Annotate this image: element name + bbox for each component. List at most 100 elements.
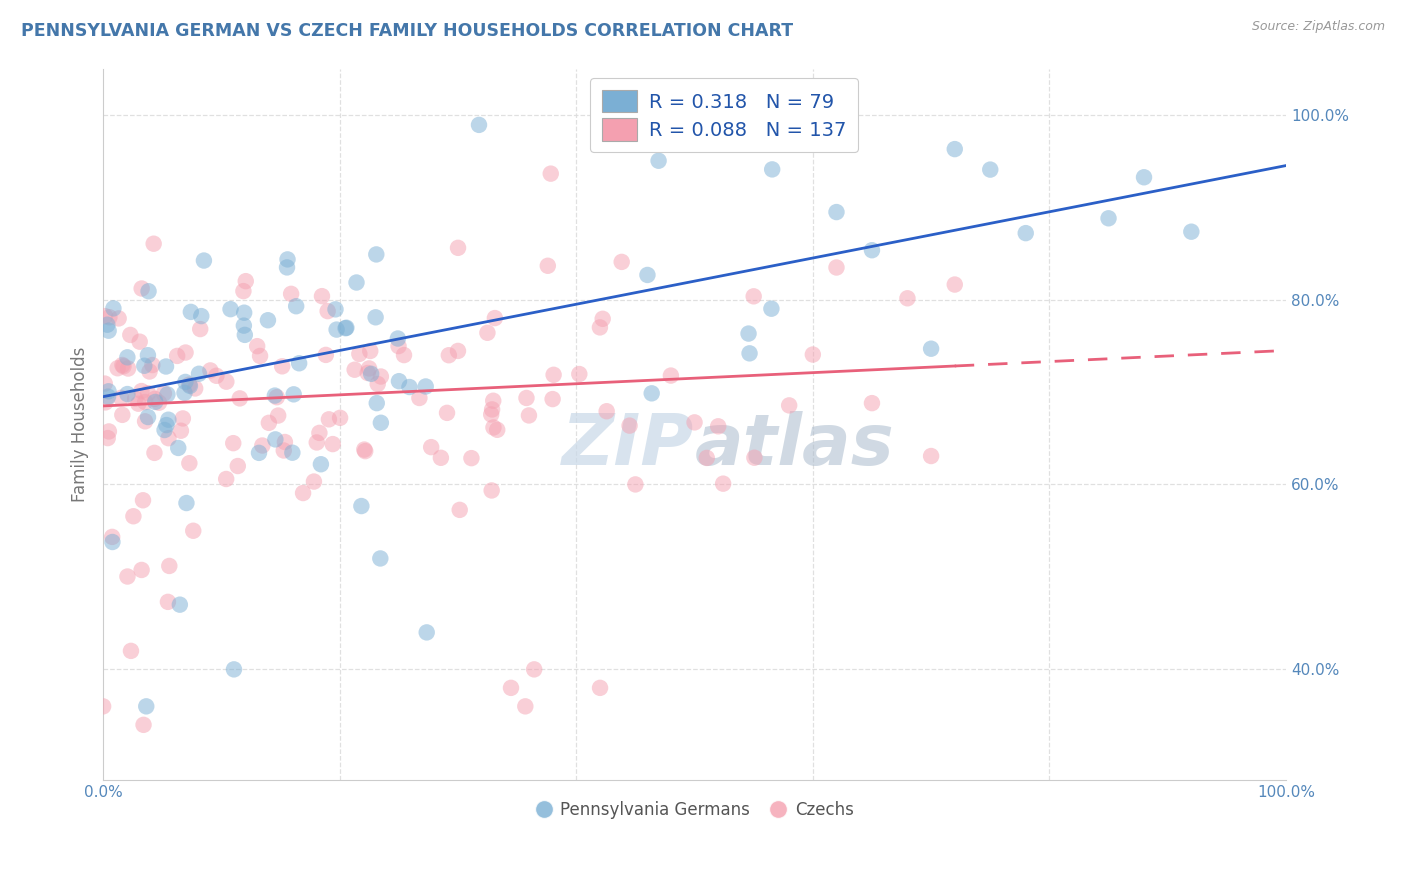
Point	[367, 376, 389, 391]
Point	[176, 496, 198, 510]
Point	[292, 486, 315, 500]
Point	[94, 395, 117, 409]
Point	[415, 625, 437, 640]
Text: ZIP: ZIP	[562, 411, 695, 480]
Point	[193, 253, 215, 268]
Point	[825, 260, 848, 275]
Point	[257, 313, 280, 327]
Point	[274, 435, 297, 450]
Point	[335, 321, 357, 335]
Point	[232, 284, 254, 298]
Point	[359, 361, 381, 376]
Point	[398, 380, 420, 394]
Point	[318, 412, 340, 426]
Point	[112, 359, 135, 374]
Point	[222, 436, 245, 450]
Point	[346, 276, 368, 290]
Point	[357, 366, 380, 380]
Point	[143, 446, 166, 460]
Point	[98, 310, 121, 325]
Point	[97, 390, 120, 404]
Point	[595, 404, 617, 418]
Point	[309, 457, 332, 471]
Point	[1097, 211, 1119, 226]
Point	[860, 396, 883, 410]
Point	[188, 322, 211, 336]
Point	[366, 247, 388, 261]
Point	[124, 392, 146, 406]
Point	[315, 348, 337, 362]
Point	[107, 361, 129, 376]
Point	[141, 358, 163, 372]
Legend: Pennsylvania Germans, Czechs: Pennsylvania Germans, Czechs	[529, 794, 860, 825]
Point	[200, 363, 222, 377]
Point	[415, 379, 437, 393]
Point	[142, 236, 165, 251]
Point	[257, 416, 280, 430]
Point	[288, 356, 311, 370]
Point	[233, 327, 256, 342]
Point	[325, 322, 347, 336]
Point	[737, 326, 759, 341]
Text: Source: ZipAtlas.com: Source: ZipAtlas.com	[1251, 20, 1385, 33]
Point	[920, 449, 942, 463]
Point	[222, 662, 245, 676]
Text: atlas: atlas	[695, 411, 894, 480]
Point	[181, 524, 204, 538]
Point	[641, 386, 664, 401]
Point	[696, 450, 718, 465]
Point	[479, 408, 502, 422]
Point	[437, 348, 460, 362]
Point	[219, 302, 242, 317]
Point	[738, 346, 761, 360]
Point	[761, 301, 783, 316]
Point	[180, 305, 202, 319]
Point	[387, 339, 409, 353]
Point	[157, 431, 180, 445]
Point	[131, 281, 153, 295]
Point	[117, 569, 139, 583]
Point	[232, 318, 254, 333]
Point	[778, 398, 800, 412]
Point	[264, 433, 287, 447]
Point	[215, 375, 238, 389]
Point	[103, 301, 125, 316]
Point	[943, 142, 966, 156]
Point	[157, 413, 180, 427]
Point	[311, 289, 333, 303]
Point	[388, 374, 411, 388]
Point	[235, 274, 257, 288]
Point	[537, 259, 560, 273]
Point	[543, 368, 565, 382]
Point	[392, 348, 415, 362]
Point	[568, 367, 591, 381]
Y-axis label: Family Households: Family Households	[72, 347, 89, 502]
Point	[801, 347, 824, 361]
Point	[101, 530, 124, 544]
Point	[138, 364, 160, 378]
Point	[280, 286, 302, 301]
Point	[276, 252, 298, 267]
Point	[515, 699, 537, 714]
Point	[246, 339, 269, 353]
Point	[156, 387, 179, 401]
Point	[94, 376, 117, 391]
Point	[143, 392, 166, 406]
Point	[166, 349, 188, 363]
Point	[117, 351, 139, 365]
Point	[190, 309, 212, 323]
Point	[860, 244, 883, 258]
Point	[350, 499, 373, 513]
Point	[132, 718, 155, 732]
Point	[153, 423, 176, 437]
Point	[97, 425, 120, 439]
Point	[153, 386, 176, 401]
Point	[624, 477, 647, 491]
Point	[515, 391, 537, 405]
Point	[761, 162, 783, 177]
Point	[540, 167, 562, 181]
Point	[127, 397, 149, 411]
Point	[170, 424, 193, 438]
Point	[266, 390, 288, 404]
Point	[707, 419, 730, 434]
